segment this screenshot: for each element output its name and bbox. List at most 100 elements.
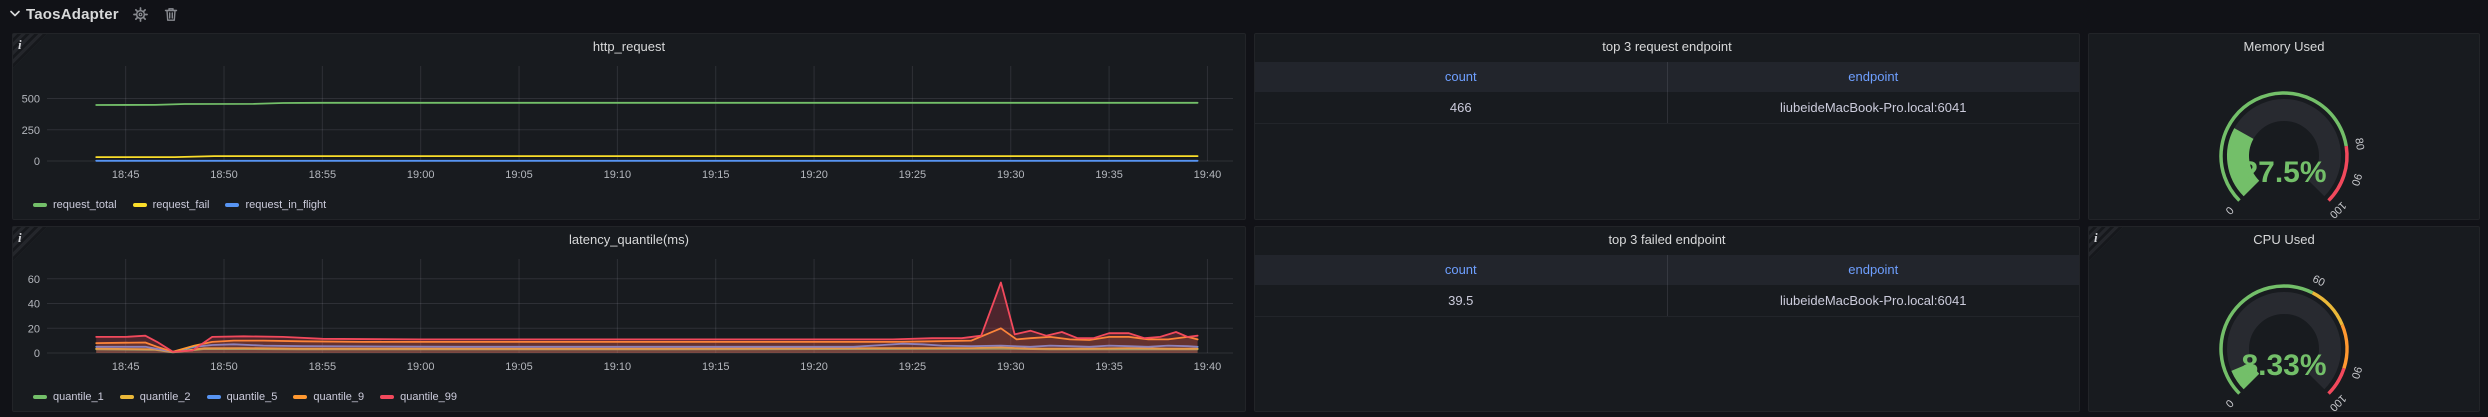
panel-title[interactable]: http_request	[592, 39, 666, 54]
legend-label: request_fail	[152, 199, 210, 211]
legend-item-quantile_9[interactable]: quantile_9	[293, 391, 364, 403]
legend-label: quantile_1	[53, 391, 104, 403]
y-tick-label: 0	[34, 348, 40, 360]
x-tick-label: 18:50	[210, 169, 238, 181]
panel-memory-used: Memory Used 0 80 90 100 27.5%	[2088, 33, 2480, 220]
column-header-count[interactable]: count	[1255, 255, 1668, 285]
panel-cpu-used: i CPU Used 0 60 90 100 8.33%	[2088, 226, 2480, 413]
dashboard-row-header[interactable]: TaosAdapter	[0, 0, 179, 28]
series-fill-quantile_5	[96, 343, 1198, 353]
info-icon: i	[2094, 230, 2098, 245]
failed-endpoint-table: count endpoint 39.5 liubeideMacBook-Pro.…	[1255, 255, 2079, 317]
x-tick-label: 18:55	[309, 361, 337, 373]
x-tick-label: 18:45	[112, 361, 140, 373]
legend-swatch	[132, 203, 147, 207]
y-tick-label: 500	[22, 94, 40, 106]
cell-endpoint: liubeideMacBook-Pro.local:6041	[1780, 293, 1967, 308]
y-tick-label: 0	[34, 156, 40, 168]
x-tick-label: 18:55	[309, 169, 337, 181]
cpu-gauge: 0 60 90 100 8.33%	[2089, 253, 2479, 413]
panel-title[interactable]: top 3 failed endpoint	[1608, 232, 1726, 247]
panel-title[interactable]: CPU Used	[2253, 232, 2315, 247]
chart-legend: quantile_1 quantile_2 quantile_5 quantile_9…	[33, 391, 457, 403]
gauge-threshold-arc	[2327, 145, 2349, 202]
y-tick-label: 40	[28, 299, 40, 311]
x-tick-label: 19:40	[1194, 361, 1222, 373]
x-tick-label: 19:15	[702, 169, 730, 181]
x-tick-label: 19:10	[604, 169, 632, 181]
legend-swatch	[225, 203, 240, 207]
legend-item-request_total[interactable]: request_total	[33, 199, 117, 211]
x-tick-label: 18:45	[112, 169, 140, 181]
trash-icon[interactable]	[163, 6, 179, 22]
gauge-tick-label: 60	[2310, 273, 2326, 289]
gauge-track	[2227, 292, 2341, 390]
x-tick-label: 19:20	[800, 361, 828, 373]
gauge-tick-label: 0	[2224, 398, 2237, 411]
legend-label: request_in_flight	[245, 199, 327, 211]
legend-item-request_in_flight[interactable]: request_in_flight	[225, 199, 326, 211]
chevron-down-icon[interactable]	[8, 7, 22, 21]
column-header-endpoint[interactable]: endpoint	[1848, 262, 1899, 277]
request-endpoint-table: count endpoint 466 liubeideMacBook-Pro.l…	[1255, 62, 2079, 124]
legend-swatch	[293, 395, 308, 399]
x-tick-label: 19:30	[997, 361, 1025, 373]
gauge-tick-label: 0	[2224, 205, 2237, 218]
panel-latency-quantile: i latency_quantile(ms) 0 20 40 60 18:45 18:50…	[12, 226, 1246, 412]
y-tick-label: 60	[28, 274, 40, 286]
gauge-threshold-arc	[2219, 91, 2348, 202]
x-tick-label: 18:50	[210, 361, 238, 373]
gauge-value-arc	[2227, 128, 2260, 197]
series-fill-quantile_99	[96, 282, 1198, 353]
legend-item-quantile_1[interactable]: quantile_1	[33, 391, 104, 403]
latency_quantile-plot: 0 20 40 60 18:45 18:50 18:55 19:00 19:05 19:10 19:…	[28, 259, 1233, 373]
y-tick-label: 20	[28, 323, 40, 335]
panel-title[interactable]: top 3 request endpoint	[1602, 39, 1732, 54]
panel-top3-failed-endpoint: top 3 failed endpoint count endpoint 39.…	[1254, 226, 2080, 412]
row-title[interactable]: TaosAdapter	[26, 5, 119, 23]
gauge-value-arc	[2231, 361, 2260, 390]
x-tick-label: 19:05	[505, 361, 533, 373]
cell-count: 466	[1255, 92, 1668, 123]
legend-swatch	[33, 203, 47, 207]
gauge-threshold-arc	[2340, 324, 2349, 370]
gauge-threshold-arc	[2311, 291, 2344, 326]
column-header-count[interactable]: count	[1255, 62, 1668, 92]
panel-title[interactable]: Memory Used	[2243, 39, 2325, 54]
series-fill-quantile_9	[96, 328, 1198, 353]
http-request-chart: 0 250 500 18:45 18:50 18:55 19:00 19:05 19:10 19:…	[13, 34, 1245, 219]
gauge-value: 8.33%	[2241, 349, 2326, 382]
series-request_total	[95, 101, 1199, 106]
gear-icon[interactable]	[133, 6, 149, 22]
x-tick-label: 19:25	[899, 169, 927, 181]
http_request-plot: 0 250 500 18:45 18:50 18:55 19:00 19:05 19:10 19:…	[22, 66, 1233, 181]
y-tick-label: 250	[22, 125, 40, 137]
legend-swatch	[206, 395, 221, 399]
latency-quantile-chart: 0 20 40 60 18:45 18:50 18:55 19:00 19:05 19:10 19:…	[13, 227, 1245, 411]
gauge-tick-label: 80	[2352, 137, 2366, 151]
legend-item-quantile_2[interactable]: quantile_2	[119, 391, 191, 403]
x-tick-label: 19:20	[800, 169, 828, 181]
legend-item-quantile_99[interactable]: quantile_99	[380, 391, 457, 403]
legend-label: quantile_5	[226, 391, 278, 403]
info-icon: i	[18, 230, 22, 245]
gauge-tick-label: 90	[2349, 172, 2364, 187]
legend-item-request_fail[interactable]: request_fail	[132, 199, 210, 211]
panel-title[interactable]: latency_quantile(ms)	[569, 232, 689, 247]
gauge-tick-label: 100	[2327, 392, 2348, 413]
table-row: 466 liubeideMacBook-Pro.local:6041	[1255, 92, 2079, 124]
gauge-threshold-arc	[2219, 284, 2314, 395]
gauge-threshold-arc	[2327, 367, 2346, 395]
x-tick-label: 19:40	[1194, 169, 1222, 181]
info-icon: i	[18, 37, 22, 52]
legend-swatch	[380, 395, 395, 399]
chart-legend: request_total request_fail request_in_flig…	[33, 199, 326, 211]
x-tick-label: 19:00	[407, 169, 435, 181]
panel-top3-request-endpoint: top 3 request endpoint count endpoint 46…	[1254, 33, 2080, 220]
column-header-endpoint[interactable]: endpoint	[1848, 69, 1899, 84]
legend-swatch	[119, 395, 134, 399]
legend-item-quantile_5[interactable]: quantile_5	[206, 391, 278, 403]
